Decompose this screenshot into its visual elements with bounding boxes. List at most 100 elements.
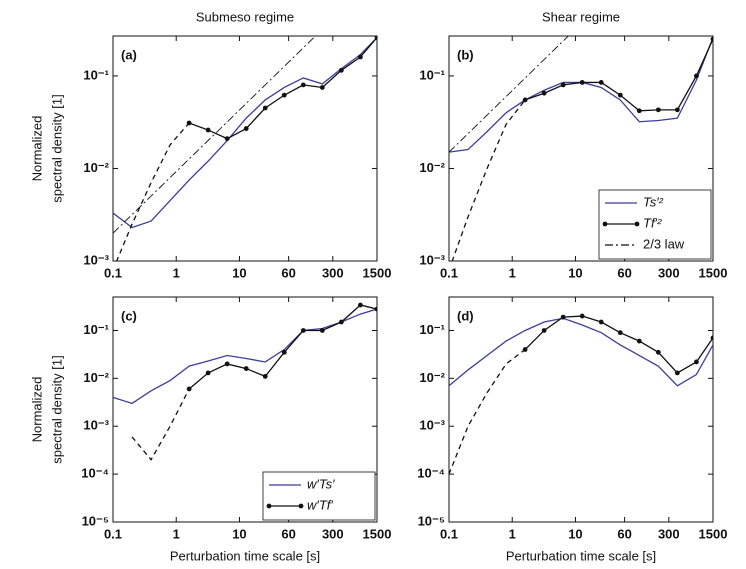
plot-area: [449, 36, 713, 261]
data-point: [674, 370, 680, 376]
data-point: [243, 126, 249, 131]
x-axis-label: Perturbation time scale [s]: [506, 548, 656, 563]
data-point: [205, 370, 211, 376]
series-line: [113, 37, 377, 229]
y-axis-label: spectral density [1]: [49, 94, 64, 202]
x-tick-label: 10: [232, 526, 246, 541]
data-point: [338, 67, 344, 73]
x-axis-label: Perturbation time scale [s]: [170, 548, 320, 563]
y-tick-label: 10⁻⁴: [417, 466, 445, 481]
legend-label: 2/3 law: [643, 236, 685, 251]
x-tick-label: 300: [322, 265, 344, 280]
panel-label: (c): [121, 308, 137, 323]
y-tick-label: 10⁻²: [83, 160, 109, 175]
data-point: [655, 107, 661, 113]
x-tick-label: 1500: [699, 265, 728, 280]
x-tick-label: 60: [617, 265, 631, 280]
x-tick-label: 0.1: [440, 526, 458, 541]
plot-frame: [448, 35, 714, 262]
x-tick-label: 300: [322, 526, 344, 541]
y-tick-label: 10⁻¹: [419, 67, 445, 82]
series-line: [449, 317, 713, 387]
y-tick-label: 10⁻⁵: [418, 513, 445, 528]
data-point: [374, 36, 377, 40]
y-tick-label: 10⁻²: [419, 160, 445, 175]
series-line: [449, 349, 526, 475]
data-point: [224, 136, 230, 142]
data-point: [224, 361, 230, 367]
plot-area: [449, 313, 713, 475]
y-axis-label: Normalized: [29, 377, 44, 443]
legend-marker: [634, 221, 640, 227]
data-point: [541, 90, 547, 96]
legend-label: w′Ts′: [307, 476, 335, 491]
y-tick-label: 10⁻⁴: [81, 466, 109, 481]
x-tick-label: 1500: [363, 265, 392, 280]
series-line: [113, 36, 317, 234]
data-point: [281, 92, 287, 98]
panel-title: Submeso regime: [196, 9, 294, 24]
data-point: [636, 338, 642, 344]
data-point: [522, 347, 528, 352]
y-axis-label: spectral density [1]: [49, 355, 64, 463]
panel-label: (b): [457, 47, 474, 62]
data-point: [205, 127, 211, 133]
plot-frame: [112, 35, 378, 262]
plot-area: [113, 36, 377, 261]
y-tick-label: 10⁻²: [83, 370, 109, 385]
data-point: [655, 349, 661, 355]
x-tick-label: 0.1: [440, 265, 458, 280]
x-tick-label: 300: [658, 526, 680, 541]
x-tick-label: 1: [509, 265, 516, 280]
data-point: [243, 366, 249, 371]
legend-label: w′Tf′: [307, 497, 333, 512]
x-tick-label: 1500: [699, 526, 728, 541]
legend-marker: [266, 503, 272, 509]
data-point: [693, 359, 699, 365]
x-tick-label: 1: [509, 526, 516, 541]
data-point: [338, 319, 344, 325]
series-line: [131, 388, 190, 461]
x-tick-label: 0.1: [104, 526, 122, 541]
data-point: [674, 107, 680, 113]
series-line: [524, 38, 713, 112]
data-point: [357, 302, 363, 308]
series-line: [449, 37, 713, 153]
data-point: [357, 54, 363, 60]
legend-box: [262, 471, 376, 521]
plot-frame: [112, 296, 378, 523]
data-point: [710, 36, 713, 42]
legend-label: Tf′²: [643, 215, 662, 230]
data-point: [186, 120, 192, 126]
data-point: [693, 73, 699, 79]
data-point: [636, 108, 642, 114]
y-tick-label: 10⁻²: [419, 370, 445, 385]
legend-marker: [602, 221, 608, 227]
data-point: [710, 335, 713, 341]
data-point: [579, 313, 585, 319]
data-point: [617, 92, 623, 98]
panel-label: (d): [457, 308, 474, 323]
data-point: [300, 328, 306, 333]
data-point: [560, 82, 566, 88]
data-point: [560, 314, 566, 320]
y-axis-label: Normalized: [29, 116, 44, 182]
x-tick-label: 10: [568, 526, 582, 541]
y-tick-label: 10⁻¹: [83, 67, 109, 82]
series-line: [116, 122, 190, 261]
y-tick-label: 10⁻³: [419, 252, 445, 267]
series-line: [451, 99, 526, 261]
data-point: [281, 349, 287, 355]
data-point: [598, 80, 604, 85]
data-point: [262, 373, 268, 379]
x-tick-label: 60: [281, 265, 295, 280]
x-tick-label: 0.1: [104, 265, 122, 280]
y-tick-label: 10⁻³: [83, 252, 109, 267]
x-tick-label: 10: [568, 265, 582, 280]
plot-area: [113, 302, 377, 461]
data-point: [522, 97, 528, 103]
legend-marker: [298, 503, 304, 509]
data-point: [598, 319, 604, 325]
data-point: [579, 80, 585, 85]
